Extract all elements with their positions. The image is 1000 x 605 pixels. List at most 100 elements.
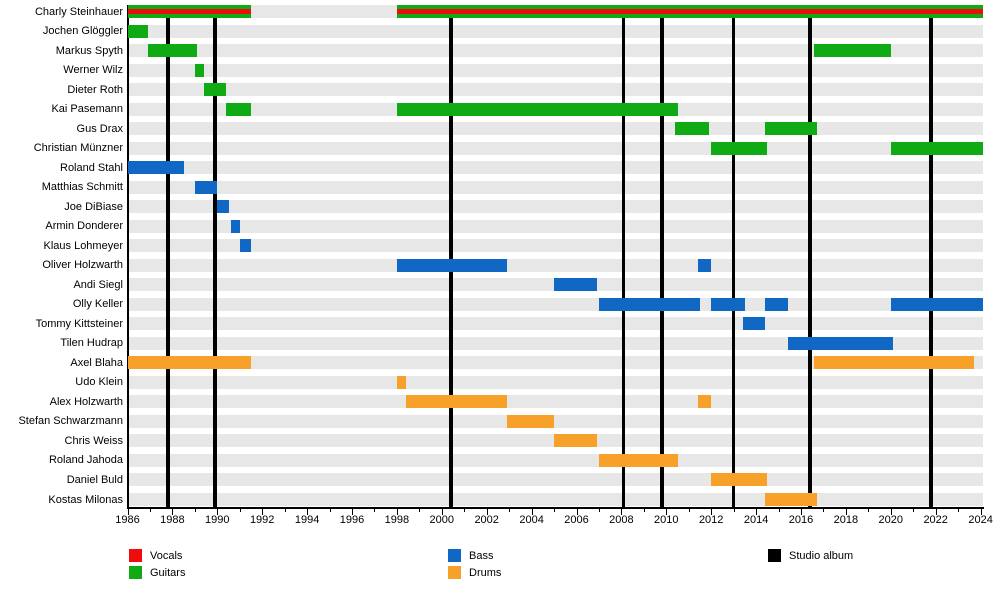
member-tenure-bar (127, 24, 148, 38)
member-name-label: Kai Pasemann (51, 103, 123, 116)
member-tenure-bar (814, 44, 891, 58)
x-axis-major-tick (486, 508, 488, 515)
x-axis-line (127, 507, 984, 509)
member-tenure-bar (765, 297, 788, 311)
x-axis-tick-label: 2014 (743, 514, 769, 526)
x-axis-tick-label: 1994 (294, 514, 320, 526)
x-axis-tick-label: 1992 (249, 514, 275, 526)
x-axis-major-tick (531, 508, 533, 515)
member-row-stripe (127, 414, 983, 428)
x-axis-tick-label: 2000 (429, 514, 455, 526)
member-tenure-bar (239, 239, 251, 253)
studio-album-line (929, 18, 933, 508)
member-name-label: Roland Jahoda (48, 454, 123, 467)
x-axis-tick-label: 2024 (968, 514, 993, 526)
x-axis-minor-tick (688, 508, 690, 512)
studio-album-line (213, 18, 217, 508)
member-name-label: Stefan Schwarzmann (18, 415, 123, 428)
member-name-label: Dieter Roth (67, 83, 123, 96)
member-tenure-bar (598, 297, 700, 311)
legend-label: Vocals (150, 550, 183, 562)
member-name-label: Jochen Glöggler (42, 25, 123, 38)
x-axis-major-tick (890, 508, 892, 515)
member-tenure-bar (890, 297, 983, 311)
member-name-label: Kostas Milonas (48, 493, 123, 506)
x-axis-major-tick (576, 508, 578, 515)
member-name-label: Joe DiBiase (64, 200, 123, 213)
x-axis-minor-tick (554, 508, 556, 512)
x-axis-minor-tick (464, 508, 466, 512)
x-axis-major-tick (172, 508, 174, 515)
member-tenure-bar (127, 5, 251, 18)
member-row-stripe (127, 44, 983, 58)
member-tenure-bar (230, 219, 240, 233)
legend-swatch-drums (448, 566, 461, 579)
member-name-label: Markus Spyth (55, 44, 123, 57)
x-axis-major-tick (396, 508, 398, 515)
member-row-stripe (127, 180, 983, 194)
x-axis-major-tick (307, 508, 309, 515)
legend-label: Bass (469, 550, 494, 562)
x-axis-tick-label: 2004 (519, 514, 544, 526)
member-row-stripe (127, 258, 983, 272)
member-row-stripe (127, 219, 983, 233)
member-tenure-bar (203, 83, 227, 97)
x-axis-tick-label: 2016 (788, 514, 814, 526)
member-name-label: Matthias Schmitt (41, 181, 123, 194)
member-name-label: Andi Siegl (73, 278, 123, 291)
member-tenure-bar (217, 200, 229, 214)
member-tenure-bar (598, 453, 678, 467)
x-axis-minor-tick (913, 508, 915, 512)
member-row-stripe (127, 453, 983, 467)
member-tenure-bar (711, 473, 768, 487)
member-name-label: Tilen Hudrap (60, 337, 123, 350)
x-axis-tick-label: 2012 (698, 514, 724, 526)
x-axis-minor-tick (958, 508, 960, 512)
member-tenure-bar (396, 258, 507, 272)
x-axis-minor-tick (419, 508, 421, 512)
member-row-stripe (127, 24, 983, 38)
member-name-label: Oliver Holzwarth (42, 259, 123, 272)
x-axis-major-tick (711, 508, 713, 515)
x-axis-major-tick (352, 508, 353, 515)
legend-swatch-studio-album (768, 549, 781, 562)
member-name-label: Tommy Kittsteiner (35, 317, 123, 330)
member-row-stripe (127, 297, 983, 311)
x-axis-major-tick (217, 508, 219, 515)
x-axis-tick-label: 1996 (339, 514, 365, 526)
x-axis-minor-tick (194, 508, 196, 512)
legend-swatch-bass (448, 549, 461, 562)
x-axis-minor-tick (284, 508, 286, 512)
member-name-label: Armin Donderer (45, 220, 123, 233)
member-tenure-bar (226, 102, 251, 116)
member-tenure-bar (396, 375, 406, 389)
x-axis-major-tick (666, 508, 668, 515)
member-tenure-bar (814, 356, 974, 370)
x-axis-minor-tick (598, 508, 600, 512)
x-axis-tick-label: 2020 (878, 514, 904, 526)
member-row-stripe (127, 473, 983, 487)
x-axis-major-tick (980, 508, 982, 515)
x-axis-minor-tick (149, 508, 151, 512)
member-row-stripe (127, 395, 983, 409)
x-axis-minor-tick (329, 508, 331, 512)
x-axis-minor-tick (778, 508, 780, 512)
member-tenure-bar (127, 161, 184, 175)
member-tenure-bar (554, 434, 597, 448)
x-axis-major-tick (845, 508, 847, 515)
x-axis-tick-label: 2006 (564, 514, 589, 526)
member-name-label: Gus Drax (76, 122, 123, 135)
x-axis-major-tick (935, 508, 937, 515)
member-row-stripe (127, 141, 983, 155)
x-axis-minor-tick (643, 508, 645, 512)
x-axis-major-tick (441, 508, 443, 515)
legend-label: Studio album (789, 550, 854, 562)
member-tenure-bar (147, 44, 198, 58)
studio-album-line (660, 18, 664, 508)
member-tenure-bar (675, 122, 709, 136)
member-tenure-bar (711, 297, 745, 311)
legend-label: Drums (469, 567, 502, 579)
member-row-stripe (127, 336, 983, 350)
x-axis-minor-tick (509, 508, 511, 512)
x-axis-major-tick (262, 508, 264, 515)
